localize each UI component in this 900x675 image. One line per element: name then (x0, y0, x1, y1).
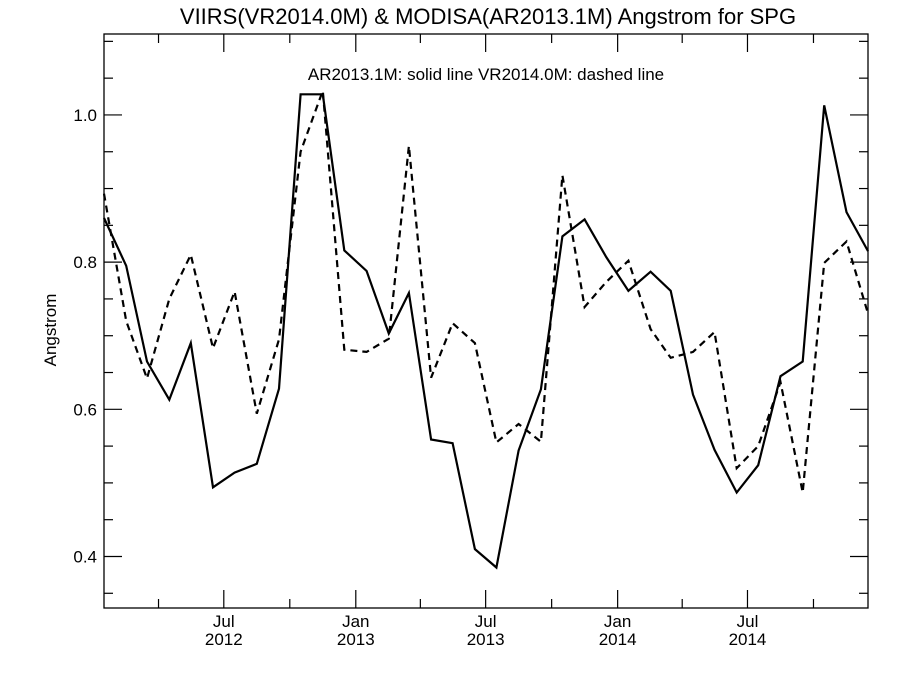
y-tick-label: 1.0 (73, 106, 97, 125)
y-tick-label: 0.8 (73, 253, 97, 272)
x-tick-label-month: Jul (737, 612, 759, 631)
x-tick-label-year: 2013 (467, 630, 505, 649)
solid-series-line (103, 93, 869, 570)
x-tick-label-month: Jul (213, 612, 235, 631)
x-tick-label-year: 2014 (599, 630, 637, 649)
axis-ticks: 0.40.60.81.0Jul2012Jan2013Jul2013Jan2014… (73, 34, 868, 649)
plot-frame (103, 33, 869, 609)
x-tick-label-year: 2012 (205, 630, 243, 649)
x-tick-label-month: Jan (604, 612, 631, 631)
chart-title: VIIRS(VR2014.0M) & MODISA(AR2013.1M) Ang… (180, 4, 796, 29)
y-tick-label: 0.6 (73, 400, 97, 419)
x-tick-label-year: 2013 (337, 630, 375, 649)
x-tick-label-month: Jul (475, 612, 497, 631)
dashed-series-line (102, 90, 870, 493)
y-tick-label: 0.4 (73, 547, 97, 566)
x-tick-label-month: Jan (342, 612, 369, 631)
series-group (102, 90, 870, 570)
x-tick-label-year: 2014 (729, 630, 767, 649)
y-axis-label: Angstrom (41, 294, 60, 367)
line-style-annotation: AR2013.1M: solid line VR2014.0M: dashed … (308, 65, 664, 84)
